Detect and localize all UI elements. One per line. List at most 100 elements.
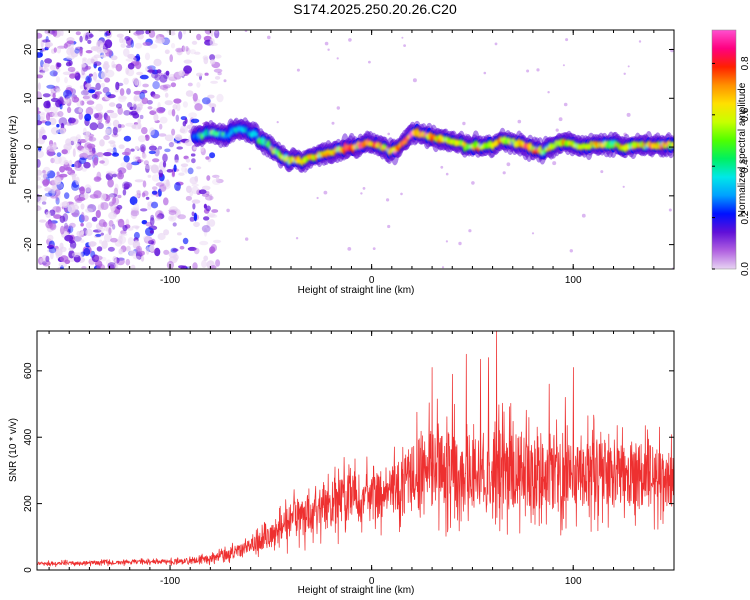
noise-blob: [141, 97, 149, 105]
noise-blob: [83, 161, 91, 169]
noise-blob: [82, 57, 87, 61]
noise-blob: [82, 215, 89, 222]
snr-x-ticks: -100 0 100: [160, 576, 582, 587]
noise-blob: [181, 45, 185, 52]
noise-blob: [132, 112, 140, 119]
noise-blob: [162, 84, 172, 89]
noise-blob: [75, 198, 83, 204]
noise-blob: [177, 232, 182, 236]
noise-blob: [46, 84, 56, 89]
noise-speck: [386, 198, 390, 202]
noise-blob: [37, 107, 40, 111]
noise-blob: [207, 94, 215, 99]
noise-blob: [136, 79, 142, 88]
noise-blob: [157, 188, 162, 197]
noise-blob: [72, 204, 80, 211]
noise-speck: [372, 247, 376, 251]
noise-blob: [47, 245, 54, 249]
noise-blob: [171, 128, 176, 136]
noise-blob: [87, 39, 92, 45]
spectrogram-y-ticks: -20 -10 0 10 20: [23, 44, 34, 252]
noise-speck: [445, 172, 449, 176]
noise-blob: [105, 121, 112, 127]
noise-blob: [55, 248, 63, 257]
noise-blob: [38, 219, 47, 223]
noise-blob: [159, 84, 169, 90]
noise-blob: [179, 245, 185, 250]
noise-blob: [135, 156, 141, 160]
noise-blob: [119, 36, 124, 44]
noise-blob: [104, 39, 113, 49]
noise-blob: [91, 216, 98, 222]
noise-blob: [171, 172, 176, 178]
noise-blob: [94, 255, 103, 261]
noise-blob: [95, 103, 103, 112]
noise-blob: [107, 94, 116, 99]
noise-blob: [164, 148, 171, 153]
noise-blob: [178, 31, 183, 40]
noise-blob: [100, 202, 109, 210]
noise-blob: [85, 208, 93, 213]
noise-blob: [209, 38, 215, 47]
spectrogram-xtick-label: 0: [369, 275, 375, 286]
noise-speck: [400, 192, 403, 196]
noise-blob: [101, 157, 110, 166]
noise-blob: [140, 208, 148, 212]
spectrogram-xtick-label: -100: [160, 275, 180, 286]
spectrogram-x-ticks: -100 0 100: [160, 275, 582, 286]
noise-blob: [205, 205, 211, 212]
noise-blob: [37, 32, 43, 39]
noise-blob: [147, 69, 155, 73]
noise-blob: [42, 179, 50, 186]
noise-blob: [74, 164, 83, 171]
noise-blob: [91, 93, 98, 99]
noise-blob: [138, 159, 142, 163]
noise-blob: [59, 255, 69, 263]
noise-blob: [122, 224, 128, 232]
noise-blob: [168, 210, 177, 216]
noise-blob: [37, 206, 42, 211]
snr-panel: -100 0 100 0 200 400 600 Height of strai…: [8, 330, 675, 596]
spectrogram-xtick-label: 100: [565, 275, 582, 286]
noise-blob: [164, 49, 170, 55]
noise-blob: [193, 212, 198, 222]
noise-blob: [139, 250, 145, 256]
noise-blob: [84, 184, 92, 193]
noise-blob: [93, 176, 102, 182]
noise-blob: [55, 88, 61, 92]
noise-blob: [68, 60, 73, 66]
noise-blob: [37, 194, 42, 204]
colorbar-gradient: [711, 29, 737, 270]
noise-speck: [295, 237, 299, 240]
noise-blob: [71, 96, 80, 103]
noise-speck: [552, 161, 557, 166]
noise-blob: [46, 148, 55, 157]
noise-blob: [85, 82, 92, 91]
noise-blob: [39, 113, 46, 121]
noise-blob: [79, 152, 89, 160]
noise-blob: [162, 161, 167, 168]
noise-blob: [86, 100, 95, 105]
noise-blob: [118, 233, 123, 240]
noise-blob: [152, 186, 158, 191]
noise-speck: [562, 64, 565, 67]
noise-blob: [135, 53, 141, 63]
noise-blob: [79, 186, 85, 195]
noise-blob: [159, 123, 163, 130]
noise-blob: [148, 145, 157, 151]
noise-blob: [157, 232, 166, 241]
noise-blob: [79, 47, 83, 57]
noise-blob: [156, 36, 165, 44]
noise-speck: [387, 224, 391, 229]
noise-blob: [44, 192, 53, 197]
noise-blob: [106, 115, 111, 124]
noise-blob: [192, 203, 196, 210]
noise-blob: [170, 82, 177, 88]
noise-blob: [211, 106, 215, 113]
noise-blob: [127, 237, 134, 246]
noise-speck: [600, 170, 604, 174]
noise-blob: [126, 44, 132, 49]
noise-blob: [67, 106, 72, 114]
noise-blob: [142, 180, 147, 188]
noise-blob: [60, 30, 64, 36]
